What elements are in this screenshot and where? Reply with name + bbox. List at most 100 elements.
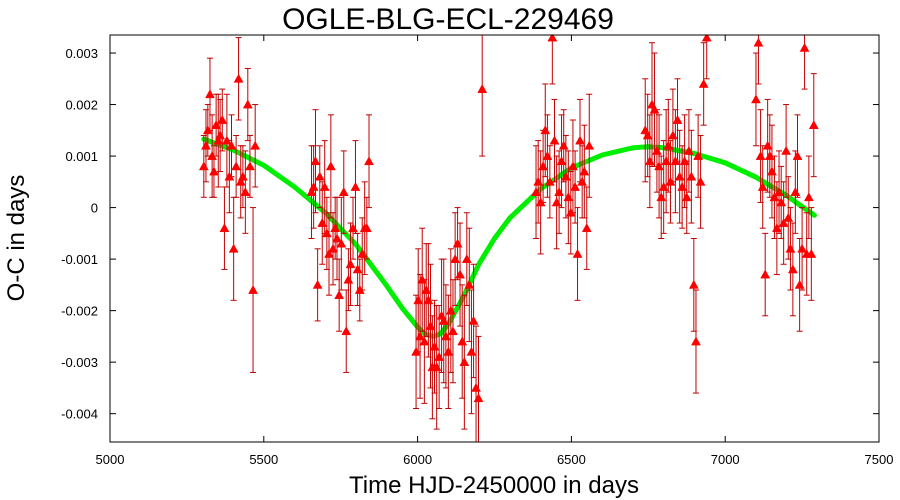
- data-point: [533, 176, 544, 186]
- data-point: [431, 362, 442, 372]
- data-point: [354, 285, 365, 294]
- data-point: [445, 305, 456, 315]
- data-point: [357, 248, 368, 258]
- x-tick-label: 7500: [865, 452, 894, 467]
- data-point: [701, 35, 712, 42]
- data-point: [207, 151, 218, 160]
- data-point: [448, 326, 458, 336]
- data-point: [563, 192, 574, 202]
- data-point: [308, 181, 319, 191]
- data-point: [240, 187, 251, 196]
- data-point: [787, 264, 798, 274]
- data-point: [477, 84, 488, 93]
- data-point: [681, 192, 692, 202]
- x-tick-label: 5000: [96, 452, 125, 467]
- data-point: [651, 145, 662, 155]
- data-point: [413, 295, 424, 305]
- data-point: [233, 73, 244, 83]
- data-point: [693, 151, 704, 160]
- data-point: [764, 151, 775, 160]
- x-tick-label: 7000: [711, 452, 740, 467]
- data-point: [215, 130, 226, 140]
- plot-area: [198, 35, 819, 442]
- data-point: [457, 336, 468, 346]
- data-point: [310, 156, 321, 166]
- data-point: [663, 140, 674, 150]
- data-point: [656, 192, 667, 202]
- data-point: [535, 197, 546, 207]
- data-point: [421, 285, 432, 294]
- data-point: [755, 151, 766, 160]
- data-point: [330, 223, 341, 233]
- data-point: [769, 192, 780, 202]
- data-point: [350, 181, 361, 191]
- data-point: [417, 274, 428, 284]
- data-point: [649, 104, 660, 114]
- x-tick-label: 6500: [557, 452, 586, 467]
- data-point: [468, 315, 479, 325]
- data-point: [672, 114, 683, 124]
- y-tick-label: -0.001: [61, 252, 98, 267]
- data-point: [443, 346, 454, 356]
- data-point: [464, 279, 475, 289]
- x-tick-label: 5500: [249, 452, 278, 467]
- data-point: [577, 176, 588, 186]
- data-point: [792, 151, 803, 160]
- data-point: [803, 192, 814, 202]
- data-point: [242, 99, 253, 109]
- y-tick-label: -0.003: [61, 355, 98, 370]
- y-tick-label: 0.001: [65, 149, 98, 164]
- data-point: [797, 243, 808, 253]
- data-point: [698, 78, 709, 88]
- data-point: [306, 187, 317, 196]
- data-point: [560, 171, 571, 181]
- data-point: [679, 156, 690, 166]
- data-point: [411, 346, 421, 356]
- data-point: [642, 130, 653, 140]
- data-point: [217, 114, 228, 124]
- data-point: [438, 315, 449, 325]
- data-point: [473, 393, 484, 403]
- data-point: [688, 279, 699, 289]
- data-point: [767, 166, 777, 176]
- data-point: [328, 243, 338, 253]
- data-point: [674, 171, 685, 181]
- data-point: [785, 243, 796, 253]
- data-point: [314, 171, 325, 181]
- data-point: [425, 321, 436, 330]
- data-point: [554, 187, 565, 196]
- data-point: [658, 181, 669, 191]
- x-axis-label: Time HJD-2450000 in days: [349, 472, 639, 499]
- data-point: [455, 269, 465, 279]
- data-point: [547, 35, 558, 42]
- data-point: [319, 181, 330, 191]
- data-point: [250, 140, 261, 150]
- data-point: [751, 94, 761, 104]
- data-point: [579, 166, 590, 176]
- data-point: [471, 382, 481, 392]
- data-point: [352, 264, 363, 274]
- data-point: [771, 223, 782, 233]
- data-point: [209, 166, 219, 176]
- data-point: [531, 187, 541, 196]
- data-point: [334, 290, 345, 300]
- y-tick-label: 0.003: [65, 46, 98, 61]
- data-point: [794, 279, 805, 289]
- data-point: [790, 187, 801, 196]
- data-point: [429, 341, 440, 351]
- data-point: [364, 156, 374, 166]
- data-point: [584, 140, 595, 150]
- data-point: [324, 248, 334, 258]
- data-point: [198, 161, 209, 171]
- data-point: [221, 135, 232, 145]
- data-points-layer: [198, 35, 819, 403]
- data-point: [572, 248, 583, 258]
- data-point: [549, 135, 560, 145]
- fit-curve-layer: [201, 136, 817, 339]
- data-point: [799, 42, 810, 52]
- y-axis-ticks: -0.004 -0.003 -0.002 -0.001 0 0.001 0.002 0.003: [61, 46, 879, 422]
- data-point: [667, 130, 678, 140]
- data-point: [575, 135, 585, 145]
